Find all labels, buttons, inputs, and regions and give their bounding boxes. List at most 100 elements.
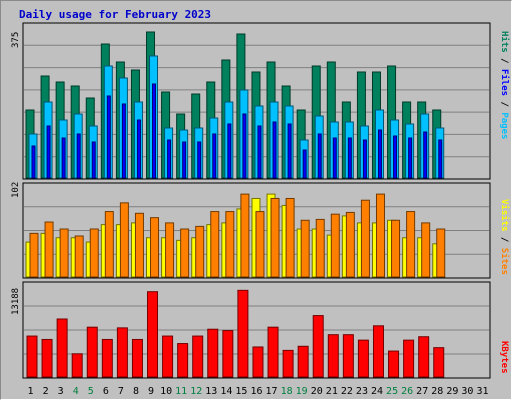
bar-sites <box>315 218 325 278</box>
bar-pages <box>408 137 413 179</box>
bar-sites <box>391 219 401 278</box>
x-tick-label: 11 <box>175 386 187 397</box>
bar-kbytes <box>101 338 113 378</box>
bar-pages <box>46 125 51 179</box>
bar-sites <box>29 232 39 278</box>
bar-sites <box>406 211 416 278</box>
bar-kbytes <box>41 338 53 378</box>
bar-pages <box>438 139 443 179</box>
x-tick-label: 22 <box>341 386 353 397</box>
x-tick-label: 7 <box>118 386 124 397</box>
bar-pages <box>332 137 337 179</box>
bar-sites <box>285 197 295 278</box>
bar-pages <box>182 141 187 179</box>
bar-sites <box>89 228 99 278</box>
bar-sites <box>255 211 265 278</box>
bar-sites <box>104 211 114 278</box>
legend-files: Files <box>499 68 509 97</box>
bar-pages <box>257 125 262 179</box>
bar-sites <box>225 211 235 278</box>
x-tick-label: 25 <box>386 386 398 397</box>
x-tick-label: 29 <box>446 386 458 397</box>
x-tick-label: 20 <box>311 386 323 397</box>
x-tick-label: 5 <box>88 386 94 397</box>
x-tick-label: 9 <box>148 386 154 397</box>
bar-kbytes <box>327 334 339 378</box>
x-tick-label: 13 <box>205 386 217 397</box>
bar-pages <box>393 135 398 179</box>
bar-pages <box>347 137 352 179</box>
x-tick-label: 6 <box>103 386 109 397</box>
bar-kbytes <box>147 291 159 378</box>
bar-pages <box>91 141 96 179</box>
bar-sites <box>240 193 250 278</box>
bar-kbytes <box>162 335 174 378</box>
bar-pages <box>31 145 36 179</box>
bar-sites <box>74 235 84 278</box>
bar-kbytes <box>433 347 445 378</box>
legend-hits: Hits <box>499 31 509 53</box>
bar-kbytes <box>177 343 189 378</box>
bar-pages <box>167 139 172 179</box>
legend-top: Hits / Files / Pages <box>499 31 509 139</box>
x-tick-label: 12 <box>190 386 202 397</box>
x-tick-label: 23 <box>356 386 368 397</box>
bar-kbytes <box>282 349 294 378</box>
bar-pages <box>377 129 382 179</box>
chart-title: Daily usage for February 2023 <box>19 8 212 21</box>
bar-pages <box>197 141 202 179</box>
y-max-label-top: 375 <box>11 31 21 48</box>
bar-kbytes <box>267 326 279 378</box>
x-tick-label: 15 <box>235 386 247 397</box>
x-tick-label: 28 <box>431 386 443 397</box>
legend-sep: / <box>499 96 509 113</box>
bar-kbytes <box>116 327 128 378</box>
bar-pages <box>272 121 277 179</box>
x-tick-label: 19 <box>296 386 308 397</box>
bar-kbytes <box>207 328 219 378</box>
bar-pages <box>287 123 292 179</box>
bar-sites <box>44 221 54 278</box>
bar-pages <box>362 139 367 179</box>
bar-pages <box>423 131 428 179</box>
bar-kbytes <box>131 338 143 378</box>
bar-kbytes <box>342 334 354 378</box>
legend-visits: Visits <box>499 199 509 232</box>
bar-kbytes <box>357 339 369 378</box>
x-tick-label: 4 <box>73 386 79 397</box>
x-tick-label: 10 <box>160 386 172 397</box>
bar-sites <box>134 212 144 278</box>
x-tick-label: 3 <box>58 386 64 397</box>
x-tick-label: 27 <box>416 386 428 397</box>
y-max-label-bottom: 13188 <box>11 287 21 315</box>
bar-pages <box>212 133 217 179</box>
bar-kbytes <box>388 350 400 378</box>
x-tick-label: 21 <box>326 386 338 397</box>
bar-sites <box>165 222 175 278</box>
bar-sites <box>436 228 446 278</box>
y-max-label-middle: 102 <box>11 181 21 198</box>
x-tick-label: 14 <box>220 386 232 397</box>
legend-sep: / <box>499 231 509 248</box>
bar-sites <box>421 222 431 278</box>
bar-kbytes <box>403 339 415 378</box>
x-tick-label: 17 <box>266 386 278 397</box>
legend-kbytes: KBytes <box>499 341 509 374</box>
legend-sites: Sites <box>499 247 509 275</box>
bar-kbytes <box>312 315 324 378</box>
bar-pages <box>227 123 232 179</box>
x-tick-label: 1 <box>28 386 34 397</box>
bar-pages <box>121 103 126 179</box>
bar-kbytes <box>26 335 38 378</box>
x-tick-label: 2 <box>43 386 49 397</box>
bar-sites <box>330 213 340 278</box>
bar-kbytes <box>56 318 68 378</box>
x-tick-label: 24 <box>371 386 383 397</box>
legend-sep: / <box>499 52 509 69</box>
bar-sites <box>59 228 69 278</box>
bar-sites <box>375 193 385 278</box>
bar-sites <box>210 211 220 278</box>
bar-pages <box>76 133 81 179</box>
